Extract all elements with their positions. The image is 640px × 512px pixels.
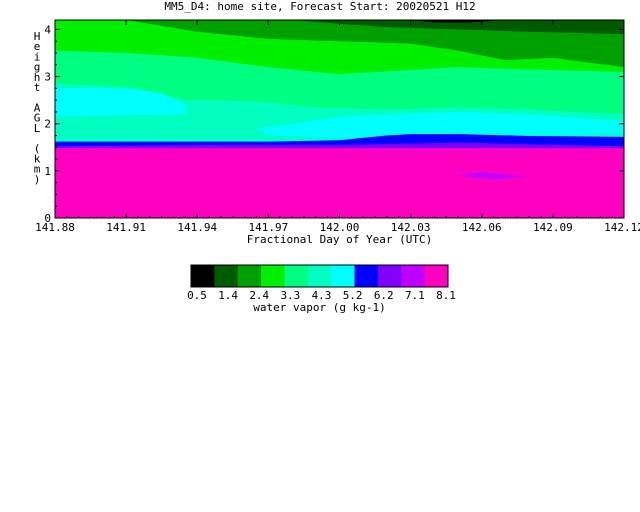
- x-tick-label: 141.94: [177, 221, 217, 234]
- colorbar-tick-label: 8.1: [436, 289, 456, 302]
- y-tick-label: 0: [44, 212, 51, 225]
- contour-fill-dark-green: [292, 20, 624, 35]
- colorbar: 0.5 1.4 2.4 3.3 4.3 5.2 6.2 7.1 8.1 water vapor (…: [187, 264, 456, 314]
- colorbar-swatch: [191, 265, 215, 287]
- colorbar-swatch: [354, 265, 379, 287]
- x-tick-label: 141.97: [249, 221, 289, 234]
- colorbar-swatch: [261, 265, 285, 287]
- y-tick-label: 2: [44, 118, 51, 131]
- colorbar-swatch: [377, 265, 402, 287]
- contour-fill-cyan-left: [55, 88, 186, 117]
- colorbar-swatch: [307, 265, 332, 287]
- x-tick-label: 142.12: [604, 221, 640, 234]
- y-tick-label: 1: [44, 165, 51, 178]
- x-tick-label: 142.00: [320, 221, 360, 234]
- plot-area: [55, 20, 624, 218]
- colorbar-tick-label: 3.3: [280, 289, 300, 302]
- contour-fill-cyan-right: [256, 111, 624, 138]
- colorbar-tick-label: 1.4: [218, 289, 238, 302]
- x-tick-label: 141.91: [106, 221, 146, 234]
- contour-fill-green: [126, 20, 624, 68]
- colorbar-swatch: [424, 265, 449, 287]
- colorbar-swatch: [214, 265, 239, 287]
- axes: 141.88 141.91 141.94 141.97 142.00 142.03 142.…: [34, 19, 640, 246]
- colorbar-label: water vapor (g kg-1): [253, 301, 385, 314]
- contour-fill-purple-patch: [458, 172, 530, 180]
- chart-title: MM5_D4: home site, Forecast Start: 20020…: [164, 0, 476, 13]
- colorbar-frame: [190, 264, 449, 288]
- colorbar-tick-label: 2.4: [249, 289, 269, 302]
- colorbar-tick-label: 6.2: [374, 289, 394, 302]
- x-axis-label: Fractional Day of Year (UTC): [247, 233, 432, 246]
- colorbar-tick-label: 7.1: [405, 289, 425, 302]
- colorbar-swatch: [401, 265, 426, 287]
- colorbar-swatch: [237, 265, 262, 287]
- colorbar-swatch: [284, 265, 309, 287]
- y-tick-label: 4: [44, 23, 51, 36]
- x-tick-label: 141.88: [35, 221, 75, 234]
- y-tick-label: 3: [44, 71, 51, 84]
- x-tick-label: 142.09: [533, 221, 573, 234]
- colorbar-tick-label: 5.2: [343, 289, 363, 302]
- contour-fill-magenta: [55, 148, 624, 218]
- colorbar-swatch: [331, 265, 356, 287]
- colorbar-tick-label: 0.5: [187, 289, 207, 302]
- x-tick-label: 142.06: [462, 221, 502, 234]
- colorbar-tick-label: 4.3: [312, 289, 332, 302]
- x-tick-label: 142.03: [391, 221, 431, 234]
